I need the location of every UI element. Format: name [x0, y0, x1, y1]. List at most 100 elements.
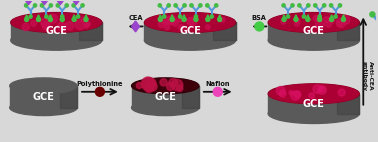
Circle shape: [48, 17, 52, 21]
Circle shape: [183, 4, 186, 7]
Polygon shape: [24, 0, 33, 5]
Polygon shape: [318, 15, 322, 19]
Circle shape: [287, 15, 290, 18]
Circle shape: [49, 14, 57, 23]
Circle shape: [189, 17, 197, 26]
Circle shape: [338, 4, 342, 7]
Circle shape: [302, 15, 305, 18]
Circle shape: [309, 93, 314, 98]
Text: GCE: GCE: [303, 99, 325, 109]
Text: GCE: GCE: [303, 26, 325, 36]
Circle shape: [65, 22, 74, 30]
Polygon shape: [56, 0, 65, 5]
Ellipse shape: [132, 78, 199, 94]
Circle shape: [160, 79, 167, 86]
Text: Polythionine: Polythionine: [77, 81, 123, 87]
Circle shape: [279, 90, 286, 97]
Circle shape: [315, 20, 324, 29]
Circle shape: [167, 83, 174, 90]
Polygon shape: [10, 86, 77, 108]
Circle shape: [179, 25, 184, 30]
Circle shape: [86, 22, 90, 26]
Circle shape: [81, 4, 84, 7]
Circle shape: [294, 17, 298, 21]
Circle shape: [307, 4, 310, 7]
Circle shape: [174, 4, 177, 7]
Ellipse shape: [269, 13, 358, 32]
Circle shape: [194, 17, 198, 21]
Circle shape: [187, 17, 194, 25]
Circle shape: [37, 17, 40, 21]
Text: CEA: CEA: [128, 15, 143, 21]
Circle shape: [194, 15, 198, 18]
Polygon shape: [37, 15, 40, 19]
Circle shape: [210, 15, 214, 18]
Circle shape: [282, 17, 286, 21]
Ellipse shape: [11, 13, 102, 32]
Circle shape: [163, 15, 166, 18]
Circle shape: [291, 4, 294, 7]
Ellipse shape: [132, 100, 199, 116]
Circle shape: [282, 4, 285, 7]
Circle shape: [72, 4, 75, 7]
Circle shape: [370, 12, 375, 17]
Circle shape: [177, 85, 183, 91]
Circle shape: [142, 78, 156, 91]
Circle shape: [40, 4, 43, 7]
Circle shape: [76, 15, 80, 18]
Polygon shape: [218, 15, 222, 19]
Circle shape: [190, 4, 193, 7]
Circle shape: [334, 15, 337, 18]
Text: Nafion: Nafion: [206, 81, 230, 87]
Circle shape: [170, 17, 174, 21]
Circle shape: [72, 17, 76, 21]
Circle shape: [29, 15, 32, 18]
Circle shape: [148, 82, 154, 87]
Ellipse shape: [10, 78, 77, 94]
Polygon shape: [182, 86, 199, 108]
Text: GCE: GCE: [179, 26, 201, 36]
Ellipse shape: [144, 13, 235, 32]
Polygon shape: [72, 15, 76, 19]
Circle shape: [206, 17, 210, 21]
Polygon shape: [170, 15, 174, 19]
Circle shape: [276, 86, 285, 95]
Circle shape: [294, 91, 301, 98]
Circle shape: [22, 23, 29, 31]
Circle shape: [218, 17, 222, 21]
Circle shape: [213, 87, 222, 96]
Circle shape: [57, 22, 65, 30]
Circle shape: [338, 89, 345, 96]
Circle shape: [95, 87, 104, 96]
Circle shape: [281, 19, 286, 24]
Circle shape: [167, 4, 170, 7]
Polygon shape: [144, 22, 235, 40]
Circle shape: [206, 25, 210, 29]
Circle shape: [145, 78, 156, 89]
Text: Anti-CEA
antibody: Anti-CEA antibody: [362, 61, 373, 91]
Text: GCE: GCE: [45, 26, 67, 36]
Polygon shape: [182, 15, 186, 19]
Circle shape: [376, 28, 378, 33]
Circle shape: [318, 15, 321, 18]
Polygon shape: [11, 22, 102, 40]
Circle shape: [158, 4, 161, 7]
Circle shape: [25, 17, 29, 21]
Polygon shape: [336, 22, 359, 40]
Polygon shape: [132, 86, 199, 108]
Circle shape: [330, 4, 333, 7]
Circle shape: [141, 77, 155, 90]
Text: GCE: GCE: [154, 92, 176, 102]
Polygon shape: [72, 0, 81, 5]
Polygon shape: [194, 15, 198, 19]
Ellipse shape: [144, 30, 235, 50]
Circle shape: [178, 15, 182, 18]
Polygon shape: [306, 15, 310, 19]
Ellipse shape: [268, 104, 359, 124]
Circle shape: [315, 16, 319, 20]
Polygon shape: [132, 21, 139, 32]
Circle shape: [165, 25, 170, 30]
Ellipse shape: [268, 13, 359, 32]
Circle shape: [169, 79, 177, 87]
Circle shape: [336, 18, 346, 28]
